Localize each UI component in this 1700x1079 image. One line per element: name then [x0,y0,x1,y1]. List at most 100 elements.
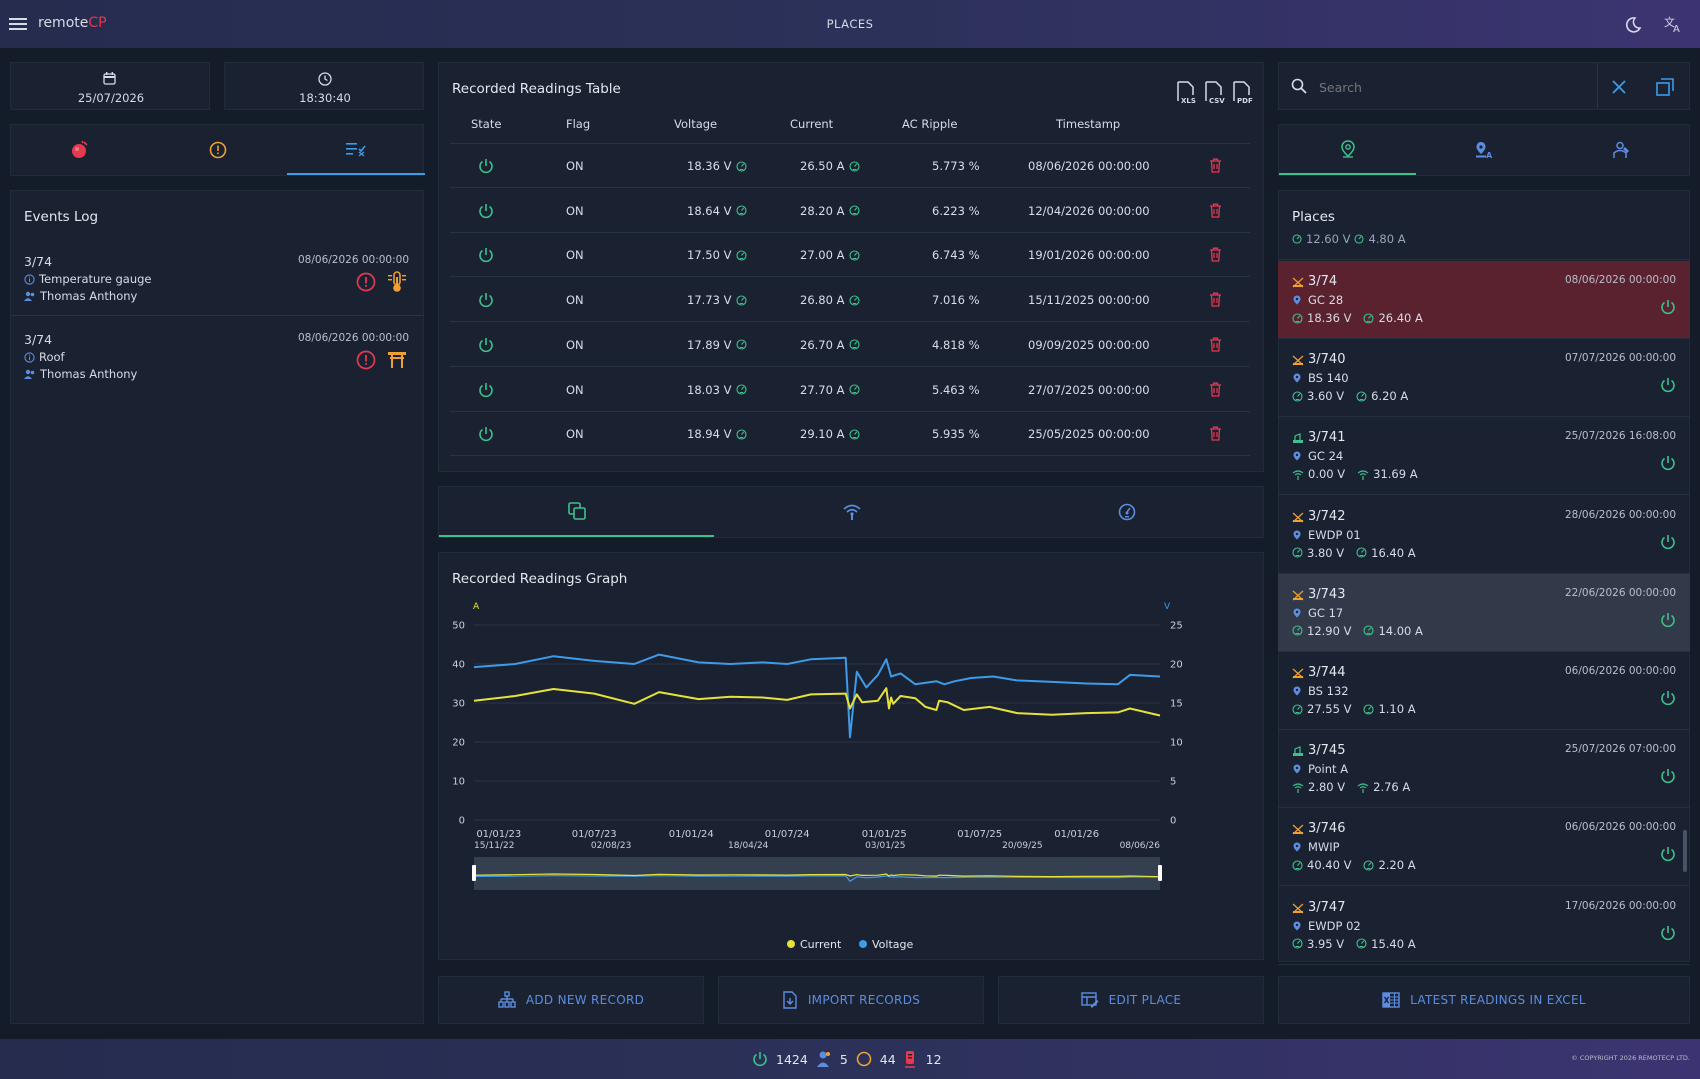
export-pdf-button[interactable]: PDF [1231,81,1253,105]
tab-alarms[interactable] [11,125,149,175]
voltage-value: 17.89 V [687,337,732,352]
place-item[interactable]: 3/743 22/06/2026 00:00:00 GC 17 12.90 V 14.0… [1278,573,1690,652]
place-power-icon[interactable] [1660,455,1676,471]
column-header-timestamp[interactable]: Timestamp [1056,117,1121,131]
svg-text:PDF: PDF [1237,97,1253,105]
column-header-current[interactable]: Current [790,117,834,131]
latest-readings-excel-button[interactable]: LATEST READINGS IN EXCEL [1278,976,1690,1024]
tab-copy-view[interactable] [439,487,714,537]
place-item[interactable]: 3/742 28/06/2026 00:00:00 EWDP 01 3.80 V 16.… [1278,496,1690,574]
current-series-line [473,687,1161,717]
table-header: State Flag Voltage Current AC Ripple Tim… [450,108,1250,144]
state-power-icon[interactable] [478,337,494,353]
table-row[interactable]: ON 17.50 V 27.00 A 6.743 % 19/01/2026 00:00:… [450,233,1250,278]
place-item[interactable]: 3/74 08/06/2026 00:00:00 GC 28 18.36 V 26.40… [1278,261,1690,339]
place-item[interactable]: 3/745 25/07/2026 07:00:00 Point A 2.80 V 2.7… [1278,730,1690,809]
state-power-icon[interactable] [478,382,494,398]
place-item[interactable]: 3/747 17/06/2026 00:00:00 EWDP 02 3.95 V 15.… [1278,887,1690,965]
table-row[interactable]: ON 17.73 V 26.80 A 7.016 % 15/11/2025 00:00:… [450,278,1250,323]
menu-icon[interactable] [8,14,28,34]
column-header-flag[interactable]: Flag [566,117,591,131]
place-power-icon[interactable] [1660,690,1676,706]
place-voltage: 3.80 V [1307,545,1345,560]
x-tick-label: 01/01/23 [476,829,521,840]
place-report-icon: A [1475,142,1493,159]
state-power-icon[interactable] [478,426,494,442]
navigator-left-handle[interactable] [472,865,476,881]
excel-icon [1382,992,1400,1008]
column-header-ac-ripple[interactable]: AC Ripple [902,117,958,131]
place-id: 3/746 [1308,821,1346,837]
place-item[interactable]: 3/744 06/06/2026 00:00:00 BS 132 27.55 V 1.1… [1278,652,1690,730]
delete-icon[interactable] [1209,292,1222,307]
place-item[interactable]: 3/740 07/07/2026 00:00:00 BS 140 3.60 V 6.20… [1278,339,1690,418]
edit-place-button[interactable]: EDIT PLACE [998,976,1264,1024]
event-item[interactable]: 3/74 08/06/2026 00:00:00 Temperature gau… [11,248,423,316]
delete-icon[interactable] [1209,247,1222,263]
place-power-icon[interactable] [1660,768,1676,784]
x-tick-label: 01/07/25 [957,829,1002,840]
table-row[interactable]: ON 18.36 V 26.50 A 5.773 % 08/06/2026 00:00:… [450,144,1250,188]
tab-places[interactable] [1279,125,1416,175]
dark-mode-icon[interactable] [1622,14,1644,36]
power-icon [753,1052,767,1067]
date-box: 25/07/2026 [10,62,210,110]
table-row[interactable]: ON 18.03 V 27.70 A 5.463 % 27/07/2025 00:00:… [450,368,1250,412]
current-value: 27.70 A [800,382,845,397]
state-power-icon[interactable] [478,292,494,308]
table-row[interactable]: ON 18.94 V 29.10 A 5.935 % 25/05/2025 00:00:… [450,412,1250,457]
gauge-icon [1356,391,1367,402]
tab-events[interactable] [287,125,425,175]
clear-search-icon[interactable] [1609,77,1629,97]
tab-place-reports[interactable]: A [1416,125,1553,175]
delete-icon[interactable] [1209,158,1222,173]
technician-icon [1612,141,1629,158]
place-item-partial[interactable]: 12.60 V 4.80 A [1278,232,1690,260]
place-voltage: 12.60 V [1306,232,1351,246]
readings-graph-panel: Recorded Readings Graph [438,552,1264,960]
tab-technicians[interactable] [1553,125,1690,175]
place-item[interactable]: 3/741 25/07/2026 16:08:00 GC 24 0.00 V 31.69… [1278,417,1690,496]
place-item[interactable]: 3/746 06/06/2026 00:00:00 MWIP 40.40 V 2.20 … [1278,808,1690,887]
place-power-icon[interactable] [1660,612,1676,628]
place-timestamp: 06/06/2026 00:00:00 [1564,665,1676,677]
brand-logo[interactable]: remoteCP [38,15,107,31]
delete-icon[interactable] [1209,426,1222,441]
delete-icon[interactable] [1209,337,1222,352]
place-power-icon[interactable] [1660,846,1676,862]
add-record-icon [498,991,516,1008]
state-power-icon[interactable] [478,203,494,219]
navigator-right-handle[interactable] [1158,865,1162,881]
location-pin-icon [1292,451,1302,462]
table-row[interactable]: ON 18.64 V 28.20 A 6.223 % 12/04/2026 00:00:… [450,189,1250,233]
state-power-icon[interactable] [478,247,494,263]
state-power-icon[interactable] [478,158,494,174]
column-header-voltage[interactable]: Voltage [674,117,718,131]
place-power-icon[interactable] [1660,377,1676,393]
search-input[interactable] [1319,75,1559,99]
import-records-button[interactable]: IMPORT RECORDS [718,976,984,1024]
timestamp-value: 19/01/2026 00:00:00 [1028,248,1150,263]
column-header-state[interactable]: State [471,117,502,131]
warning-count: 44 [879,1051,896,1067]
table-row[interactable]: ON 17.89 V 26.70 A 4.818 % 09/09/2025 00:00:… [450,323,1250,367]
voltage-value: 18.94 V [687,427,732,442]
add-new-record-button[interactable]: ADD NEW RECORD [438,976,704,1024]
export-xls-button[interactable]: XLS [1175,81,1197,105]
delete-icon[interactable] [1209,203,1222,218]
event-item[interactable]: 3/74 08/06/2026 00:00:00 Roof Thomas Ant… [11,326,423,394]
place-power-icon[interactable] [1660,299,1676,315]
place-power-icon[interactable] [1660,925,1676,941]
navigator-voltage-line [473,874,1161,883]
place-voltage: 2.80 V [1308,780,1346,795]
tab-wireless[interactable] [714,487,989,537]
tab-warnings[interactable] [149,125,287,175]
export-csv-button[interactable]: CSV [1203,81,1225,105]
expand-window-icon[interactable] [1654,76,1676,98]
delete-icon[interactable] [1209,382,1222,397]
place-power-icon[interactable] [1660,534,1676,550]
tab-gauge[interactable] [989,487,1264,537]
places-scrollbar[interactable] [1683,830,1687,872]
